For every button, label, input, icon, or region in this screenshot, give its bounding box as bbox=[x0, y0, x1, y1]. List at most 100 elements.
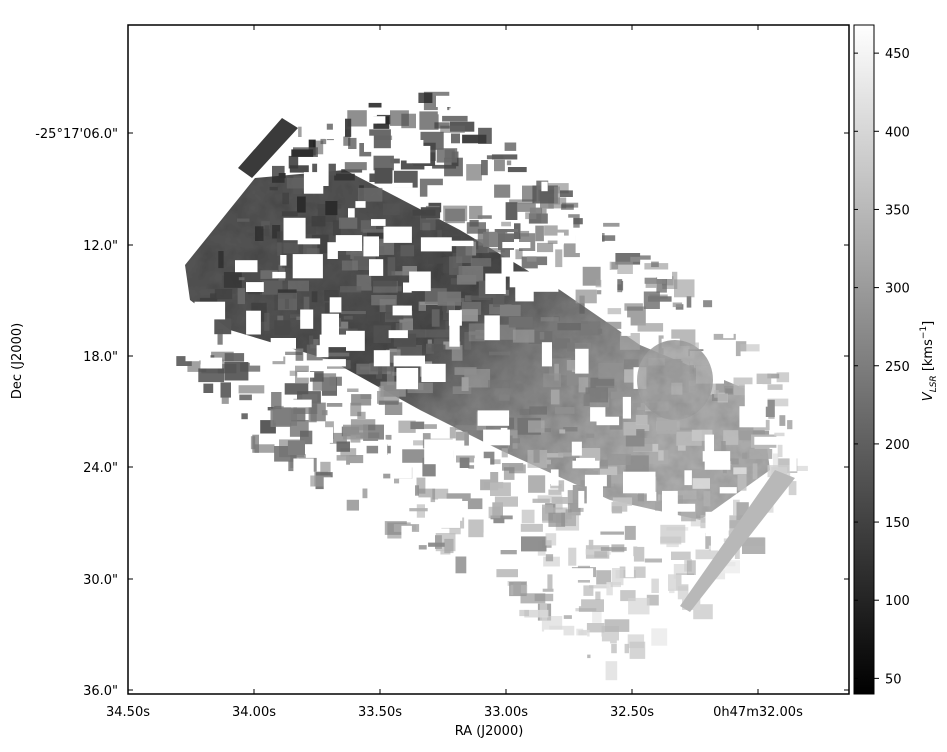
x-tick-label: 0h47m32.00s bbox=[713, 705, 803, 720]
velocity-pixel-patch bbox=[627, 634, 645, 649]
velocity-pixel-patch bbox=[624, 369, 637, 383]
y-axis-label: Dec (J2000) bbox=[10, 323, 25, 399]
velocity-pixel-patch bbox=[493, 517, 505, 524]
velocity-pixel-patch bbox=[444, 538, 454, 554]
velocity-pixel-patch bbox=[374, 167, 393, 184]
velocity-pixel-patch bbox=[543, 373, 562, 388]
masked-gap bbox=[501, 257, 514, 277]
velocity-pixel-patch bbox=[629, 424, 650, 431]
velocity-pixel-patch bbox=[528, 420, 545, 433]
velocity-pixel-patch bbox=[412, 209, 436, 216]
masked-gap bbox=[390, 463, 412, 479]
velocity-pixel-patch bbox=[590, 377, 615, 389]
velocity-pixel-patch bbox=[436, 148, 458, 163]
velocity-pixel-patch bbox=[674, 279, 695, 298]
velocity-pixel-patch bbox=[547, 240, 562, 244]
masked-gap bbox=[541, 342, 552, 367]
velocity-pixel-patch bbox=[525, 212, 537, 220]
masked-gap bbox=[322, 359, 346, 367]
velocity-pixel-patch bbox=[343, 315, 353, 320]
velocity-pixel-patch bbox=[445, 320, 450, 332]
velocity-pixel-patch bbox=[497, 324, 516, 340]
velocity-pixel-patch bbox=[651, 628, 668, 646]
velocity-pixel-patch bbox=[686, 296, 692, 308]
velocity-pixel-patch bbox=[284, 383, 309, 395]
velocity-pixel-patch bbox=[509, 199, 535, 205]
velocity-pixel-patch bbox=[529, 406, 547, 415]
velocity-pixel-patch bbox=[506, 160, 512, 166]
velocity-pixel-patch bbox=[733, 499, 740, 516]
velocity-pixel-patch bbox=[462, 134, 487, 144]
velocity-pixel-patch bbox=[271, 392, 282, 410]
velocity-pixel-patch bbox=[325, 201, 338, 216]
masked-gap bbox=[621, 317, 631, 336]
velocity-pixel-patch bbox=[269, 186, 278, 191]
velocity-pixel-patch bbox=[488, 351, 511, 356]
velocity-pixel-patch bbox=[500, 550, 517, 555]
masked-gap bbox=[280, 255, 287, 266]
velocity-pixel-patch bbox=[588, 539, 594, 550]
velocity-pixel-patch bbox=[414, 383, 424, 391]
masked-gap bbox=[625, 556, 634, 578]
velocity-pixel-patch bbox=[521, 536, 547, 552]
velocity-pixel-patch bbox=[340, 448, 357, 457]
masked-gap bbox=[448, 310, 462, 326]
masked-gap bbox=[578, 490, 585, 508]
velocity-pixel-patch bbox=[623, 422, 637, 436]
velocity-pixel-patch bbox=[548, 512, 566, 527]
velocity-pixel-patch bbox=[488, 380, 511, 389]
masked-gap bbox=[325, 129, 335, 140]
masked-gap bbox=[739, 406, 766, 428]
masked-gap bbox=[558, 597, 568, 608]
velocity-pixel-patch bbox=[644, 277, 666, 284]
masked-gap bbox=[401, 525, 412, 546]
velocity-pixel-patch bbox=[264, 225, 270, 237]
velocity-pixel-patch bbox=[343, 129, 351, 146]
velocity-pixel-patch bbox=[283, 242, 299, 254]
masked-gap bbox=[420, 237, 452, 252]
velocity-pixel-patch bbox=[512, 329, 535, 343]
velocity-pixel-patch bbox=[348, 137, 357, 149]
velocity-pixel-patch bbox=[362, 488, 368, 499]
velocity-pixel-patch bbox=[561, 204, 574, 210]
masked-gap bbox=[622, 396, 631, 419]
velocity-pixel-patch bbox=[503, 289, 510, 296]
velocity-pixel-patch bbox=[240, 362, 261, 372]
velocity-pixel-patch bbox=[620, 590, 636, 602]
velocity-pixel-patch bbox=[284, 298, 289, 309]
masked-gap bbox=[596, 416, 620, 426]
velocity-pixel-patch bbox=[290, 314, 303, 318]
masked-gap bbox=[484, 315, 500, 341]
colorbar-tick-label: 250 bbox=[885, 360, 910, 375]
masked-gap bbox=[409, 271, 431, 292]
velocity-pixel-patch bbox=[625, 455, 649, 473]
velocity-pixel-patch bbox=[619, 333, 640, 350]
y-tick-label: 12.0" bbox=[83, 239, 118, 254]
masked-gap bbox=[764, 350, 777, 374]
masked-gap bbox=[371, 219, 386, 226]
velocity-pixel-patch bbox=[563, 615, 572, 619]
y-tick-label: -25°17'06.0" bbox=[35, 127, 118, 142]
velocity-pixel-patch bbox=[560, 190, 573, 197]
masked-gap bbox=[235, 260, 258, 273]
masked-gap bbox=[485, 273, 506, 294]
velocity-pixel-patch bbox=[660, 524, 686, 543]
masked-gap bbox=[544, 629, 564, 655]
masked-gap bbox=[335, 235, 362, 251]
y-axis-ticks: -25°17'06.0" 12.0" 18.0" 24.0" 30.0" 36.0" bbox=[35, 127, 849, 699]
velocity-pixel-patch bbox=[252, 434, 259, 453]
velocity-pixel-patch bbox=[336, 455, 350, 461]
velocity-pixel-patch bbox=[274, 320, 291, 335]
masked-gap bbox=[421, 363, 446, 382]
velocity-pixel-patch bbox=[467, 498, 483, 510]
y-tick-label: 18.0" bbox=[83, 350, 118, 365]
velocity-pixel-patch bbox=[344, 162, 367, 171]
velocity-pixel-patch bbox=[335, 246, 347, 261]
velocity-pixel-patch bbox=[320, 138, 327, 145]
velocity-pixel-patch bbox=[464, 295, 472, 302]
light-velocity-patch bbox=[637, 340, 713, 420]
velocity-pixel-patch bbox=[261, 221, 270, 229]
velocity-pixel-patch bbox=[454, 367, 477, 375]
velocity-pixel-patch bbox=[595, 279, 602, 288]
